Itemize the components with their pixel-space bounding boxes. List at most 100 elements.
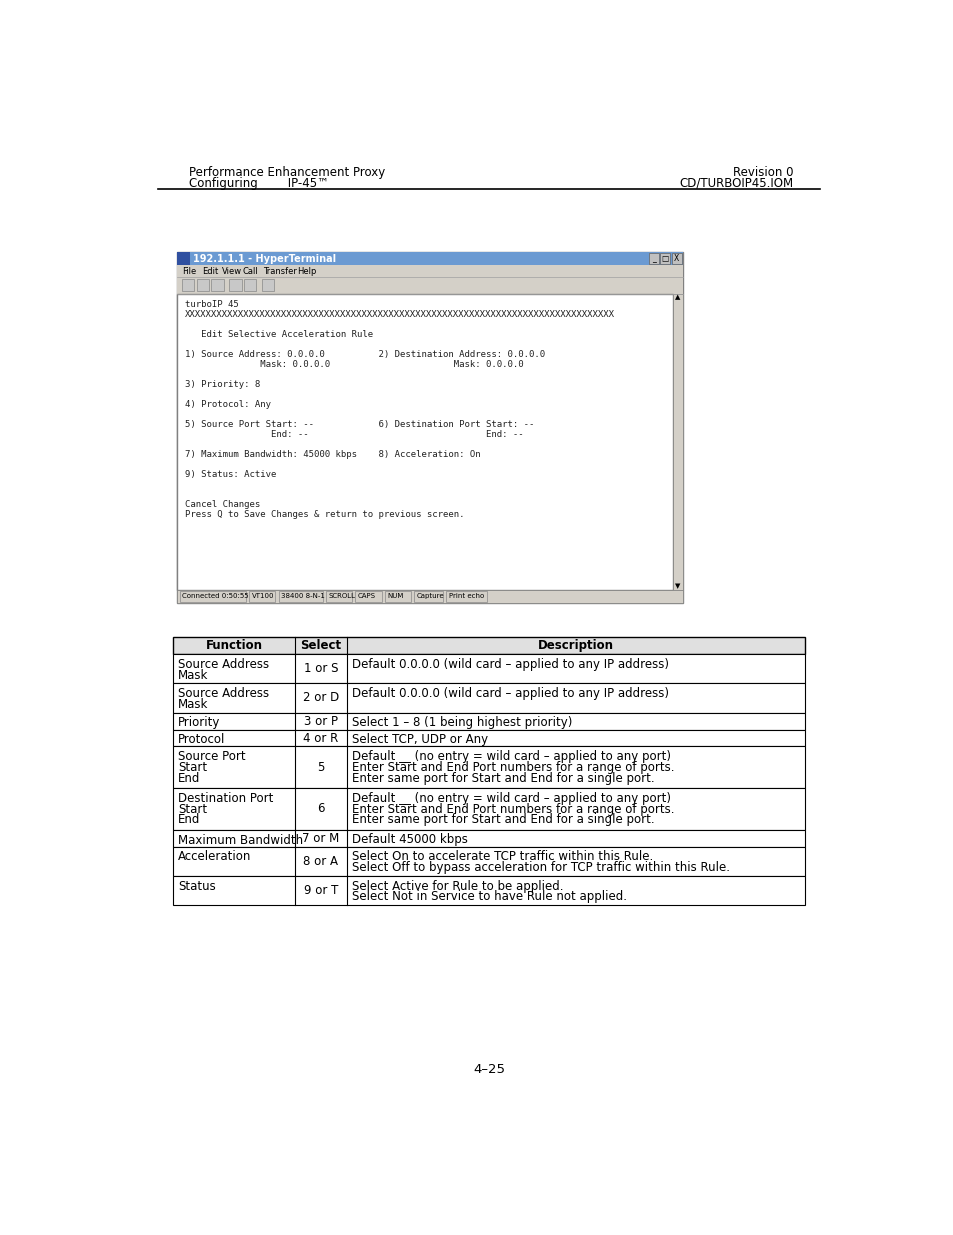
- Bar: [173, 730, 804, 746]
- Text: Select 1 – 8 (1 being highest priority): Select 1 – 8 (1 being highest priority): [352, 716, 572, 730]
- Text: Call: Call: [242, 267, 258, 275]
- Text: 6: 6: [317, 803, 324, 815]
- Bar: [446, 592, 486, 601]
- Text: End: --                                 End: --: End: -- End: --: [185, 430, 523, 438]
- Text: Select TCP, UDP or Any: Select TCP, UDP or Any: [352, 734, 488, 746]
- Text: View: View: [222, 267, 242, 275]
- Text: 4) Protocol: Any: 4) Protocol: Any: [185, 400, 271, 409]
- Text: Maximum Bandwidth: Maximum Bandwidth: [178, 834, 303, 846]
- Bar: [648, 253, 658, 264]
- Bar: [177, 590, 682, 603]
- Bar: [659, 253, 670, 264]
- Bar: [196, 279, 209, 291]
- Text: VT100: VT100: [252, 593, 274, 599]
- Bar: [671, 253, 681, 264]
- Text: Enter Start and End Port numbers for a range of ports.: Enter Start and End Port numbers for a r…: [352, 803, 674, 815]
- Bar: [672, 294, 682, 590]
- Text: Acceleration: Acceleration: [178, 851, 252, 863]
- Text: ▲: ▲: [675, 295, 680, 300]
- Text: NUM: NUM: [387, 593, 403, 599]
- Bar: [173, 713, 804, 730]
- Text: Destination Port: Destination Port: [178, 792, 274, 805]
- Text: Select Active for Rule to be applied.: Select Active for Rule to be applied.: [352, 879, 563, 893]
- Bar: [229, 279, 241, 291]
- Text: Revision 0: Revision 0: [732, 165, 793, 179]
- Text: Start: Start: [178, 761, 207, 774]
- Bar: [414, 592, 443, 601]
- Text: SCROLL: SCROLL: [328, 593, 355, 599]
- Bar: [325, 592, 352, 601]
- Text: 1 or S: 1 or S: [303, 662, 338, 676]
- Text: 8 or A: 8 or A: [303, 855, 338, 868]
- Text: ▼: ▼: [675, 583, 680, 589]
- Text: Enter same port for Start and End for a single port.: Enter same port for Start and End for a …: [352, 772, 654, 785]
- Bar: [384, 592, 411, 601]
- Text: 2 or D: 2 or D: [302, 692, 338, 704]
- Text: Source Address: Source Address: [178, 658, 269, 671]
- Text: Transfer: Transfer: [262, 267, 296, 275]
- Bar: [173, 830, 804, 846]
- Bar: [244, 279, 256, 291]
- Text: Help: Help: [296, 267, 315, 275]
- Text: turboIP 45: turboIP 45: [185, 300, 238, 309]
- Bar: [179, 592, 246, 601]
- Text: Function: Function: [206, 640, 262, 652]
- Text: Select Not in Service to have Rule not applied.: Select Not in Service to have Rule not a…: [352, 890, 626, 904]
- Text: File: File: [182, 267, 196, 275]
- Text: 9) Status: Active: 9) Status: Active: [185, 471, 276, 479]
- Text: Print echo: Print echo: [448, 593, 483, 599]
- Text: Edit: Edit: [202, 267, 218, 275]
- Text: Press Q to Save Changes & return to previous screen.: Press Q to Save Changes & return to prev…: [185, 510, 464, 519]
- Text: CD/TURBOIP45.IOM: CD/TURBOIP45.IOM: [679, 177, 793, 190]
- Text: 4 or R: 4 or R: [303, 731, 338, 745]
- Text: Connected 0:50:55: Connected 0:50:55: [182, 593, 249, 599]
- Text: Status: Status: [178, 879, 215, 893]
- Text: Edit Selective Acceleration Rule: Edit Selective Acceleration Rule: [185, 330, 373, 338]
- Text: 9 or T: 9 or T: [303, 884, 337, 897]
- Text: 7 or M: 7 or M: [302, 831, 339, 845]
- Text: Source Port: Source Port: [178, 751, 246, 763]
- Bar: [173, 788, 804, 830]
- Bar: [249, 592, 275, 601]
- Bar: [355, 592, 381, 601]
- Text: Protocol: Protocol: [178, 734, 225, 746]
- Bar: [173, 683, 804, 713]
- Bar: [177, 252, 682, 266]
- Bar: [173, 655, 804, 683]
- Bar: [177, 252, 190, 266]
- Text: Description: Description: [537, 640, 614, 652]
- Bar: [173, 746, 804, 788]
- Bar: [177, 277, 682, 294]
- Text: Default 0.0.0.0 (wild card – applied to any IP address): Default 0.0.0.0 (wild card – applied to …: [352, 687, 668, 700]
- Text: Default __ (no entry = wild card – applied to any port): Default __ (no entry = wild card – appli…: [352, 792, 670, 805]
- Text: Mask: 0.0.0.0                       Mask: 0.0.0.0: Mask: 0.0.0.0 Mask: 0.0.0.0: [185, 359, 523, 369]
- Text: 5) Source Port Start: --            6) Destination Port Start: --: 5) Source Port Start: -- 6) Destination …: [185, 420, 534, 429]
- Bar: [173, 637, 804, 655]
- Text: 5: 5: [317, 761, 324, 774]
- Text: 3) Priority: 8: 3) Priority: 8: [185, 380, 260, 389]
- Text: Select: Select: [300, 640, 341, 652]
- Text: Configuring        IP-45™: Configuring IP-45™: [189, 177, 329, 190]
- Text: Select On to accelerate TCP traffic within this Rule.: Select On to accelerate TCP traffic with…: [352, 851, 653, 863]
- Text: Default __ (no entry = wild card – applied to any port): Default __ (no entry = wild card – appli…: [352, 751, 670, 763]
- Text: Performance Enhancement Proxy: Performance Enhancement Proxy: [189, 165, 385, 179]
- Text: Priority: Priority: [178, 716, 220, 730]
- Text: 1) Source Address: 0.0.0.0          2) Destination Address: 0.0.0.0: 1) Source Address: 0.0.0.0 2) Destinatio…: [185, 350, 545, 359]
- Text: □: □: [661, 254, 668, 263]
- Text: Source Address: Source Address: [178, 687, 269, 700]
- Text: Start: Start: [178, 803, 207, 815]
- Text: _: _: [651, 254, 655, 263]
- Text: 7) Maximum Bandwidth: 45000 kbps    8) Acceleration: On: 7) Maximum Bandwidth: 45000 kbps 8) Acce…: [185, 450, 480, 459]
- Text: End: End: [178, 772, 200, 785]
- Text: 192.1.1.1 - HyperTerminal: 192.1.1.1 - HyperTerminal: [193, 253, 335, 264]
- Text: Mask: Mask: [178, 698, 209, 711]
- Bar: [182, 279, 194, 291]
- Text: XXXXXXXXXXXXXXXXXXXXXXXXXXXXXXXXXXXXXXXXXXXXXXXXXXXXXXXXXXXXXXXXXXXXXXXXXXXXXXXX: XXXXXXXXXXXXXXXXXXXXXXXXXXXXXXXXXXXXXXXX…: [185, 310, 615, 319]
- Text: Cancel Changes: Cancel Changes: [185, 500, 260, 509]
- Text: Enter same port for Start and End for a single port.: Enter same port for Start and End for a …: [352, 814, 654, 826]
- Bar: [177, 266, 682, 277]
- Text: Capture: Capture: [416, 593, 443, 599]
- Text: Enter Start and End Port numbers for a range of ports.: Enter Start and End Port numbers for a r…: [352, 761, 674, 774]
- Text: 38400 8-N-1: 38400 8-N-1: [280, 593, 324, 599]
- Bar: [177, 252, 682, 603]
